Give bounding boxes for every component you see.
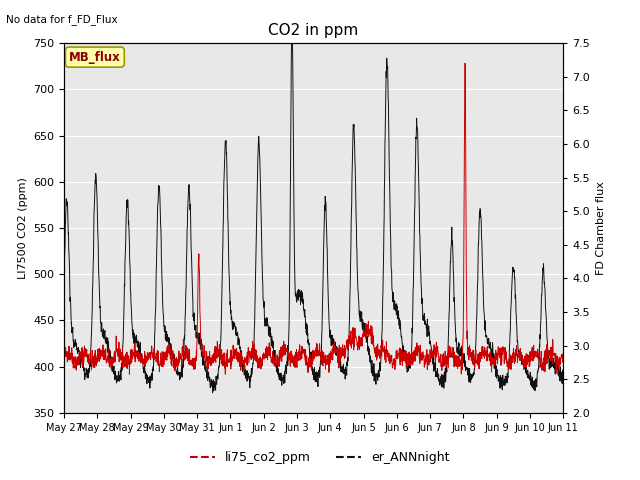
Legend: li75_co2_ppm, er_ANNnight: li75_co2_ppm, er_ANNnight xyxy=(186,446,454,469)
Y-axis label: LI7500 CO2 (ppm): LI7500 CO2 (ppm) xyxy=(17,177,28,279)
Text: MB_flux: MB_flux xyxy=(69,50,121,63)
Text: No data for f_FD_Flux: No data for f_FD_Flux xyxy=(6,14,118,25)
Title: CO2 in ppm: CO2 in ppm xyxy=(268,23,359,38)
Y-axis label: FD Chamber flux: FD Chamber flux xyxy=(596,181,605,275)
